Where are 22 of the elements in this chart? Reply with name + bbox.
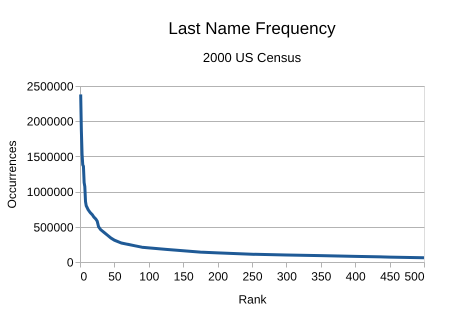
x-tick-label: 0 xyxy=(80,270,88,284)
x-tick-label: 200 xyxy=(208,270,228,284)
line-series xyxy=(79,92,426,260)
y-tick-label: 2500000 xyxy=(26,80,74,94)
y-tick-label: 500000 xyxy=(33,220,74,234)
x-tick-label: 150 xyxy=(174,270,194,284)
x-tick-label: 100 xyxy=(139,270,160,284)
x-tick-label: 50 xyxy=(108,270,122,284)
chart-title: Last Name Frequency xyxy=(168,19,336,38)
x-tick-label: 450 xyxy=(380,270,400,284)
x-tick-label: 350 xyxy=(311,270,332,284)
y-axis-title: Occurrences xyxy=(4,140,19,209)
x-tick-label: 400 xyxy=(346,270,366,284)
x-tick-label: 250 xyxy=(242,270,263,284)
x-axis-title: Rank xyxy=(238,292,268,306)
y-tick-label: 1000000 xyxy=(26,185,74,200)
y-tick-label: 0 xyxy=(66,256,74,270)
chart-subtitle: 2000 US Census xyxy=(202,50,302,65)
x-tick-label: 300 xyxy=(276,270,298,284)
y-tick-label: 2000000 xyxy=(26,114,74,129)
y-tick-label: 1500000 xyxy=(26,150,74,164)
x-tick-label: 500 xyxy=(404,270,425,284)
